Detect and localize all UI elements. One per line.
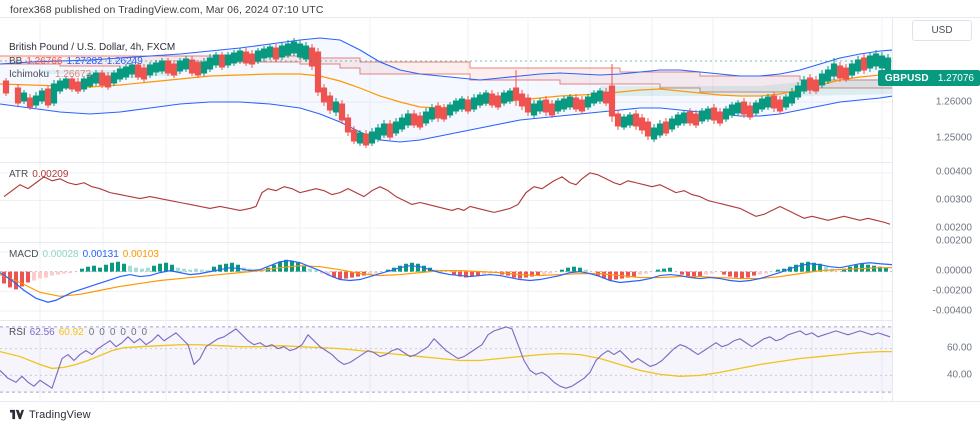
price-tick: 1.25000 <box>935 132 972 144</box>
rsi-tick: 40.00 <box>946 369 972 381</box>
atr-tick: 0.00400 <box>935 166 972 178</box>
macd-tick: -0.00200 <box>932 285 972 297</box>
last-price-value: 1.27076 <box>937 72 974 84</box>
footer: TradingView <box>0 402 980 427</box>
chart-frame: British Pound / U.S. Dollar, 4h, FXCM BB… <box>0 17 980 402</box>
plot-area[interactable]: British Pound / U.S. Dollar, 4h, FXCM BB… <box>0 18 893 402</box>
price-scale[interactable]: USD GBPUSD 1.27076 1.26000 1.25000 0.004… <box>877 18 980 402</box>
macd-tick: -0.00400 <box>932 305 972 317</box>
macd-pane[interactable] <box>0 242 892 320</box>
tradingview-logo[interactable]: TradingView <box>10 409 91 421</box>
atr-tick: 0.00300 <box>935 194 972 206</box>
price-pane[interactable] <box>0 18 892 162</box>
macd-tick: 0.00000 <box>935 265 972 277</box>
rsi-tick: 60.00 <box>946 342 972 354</box>
atr-tick: 0.00200 <box>935 222 972 234</box>
atr-pane[interactable] <box>0 162 892 242</box>
last-price-tag: GBPUSD 1.27076 <box>877 70 980 86</box>
attribution-text: forex368 published on TradingView.com, M… <box>10 4 324 16</box>
tradingview-brand-text: TradingView <box>29 408 91 421</box>
last-price-symbol: GBPUSD <box>884 72 929 84</box>
rsi-pane[interactable] <box>0 320 892 402</box>
price-tick: 1.26000 <box>935 96 972 108</box>
currency-unit-button[interactable]: USD <box>912 20 972 41</box>
macd-tick: 0.00200 <box>935 235 972 247</box>
tradingview-mark-icon <box>10 409 24 420</box>
